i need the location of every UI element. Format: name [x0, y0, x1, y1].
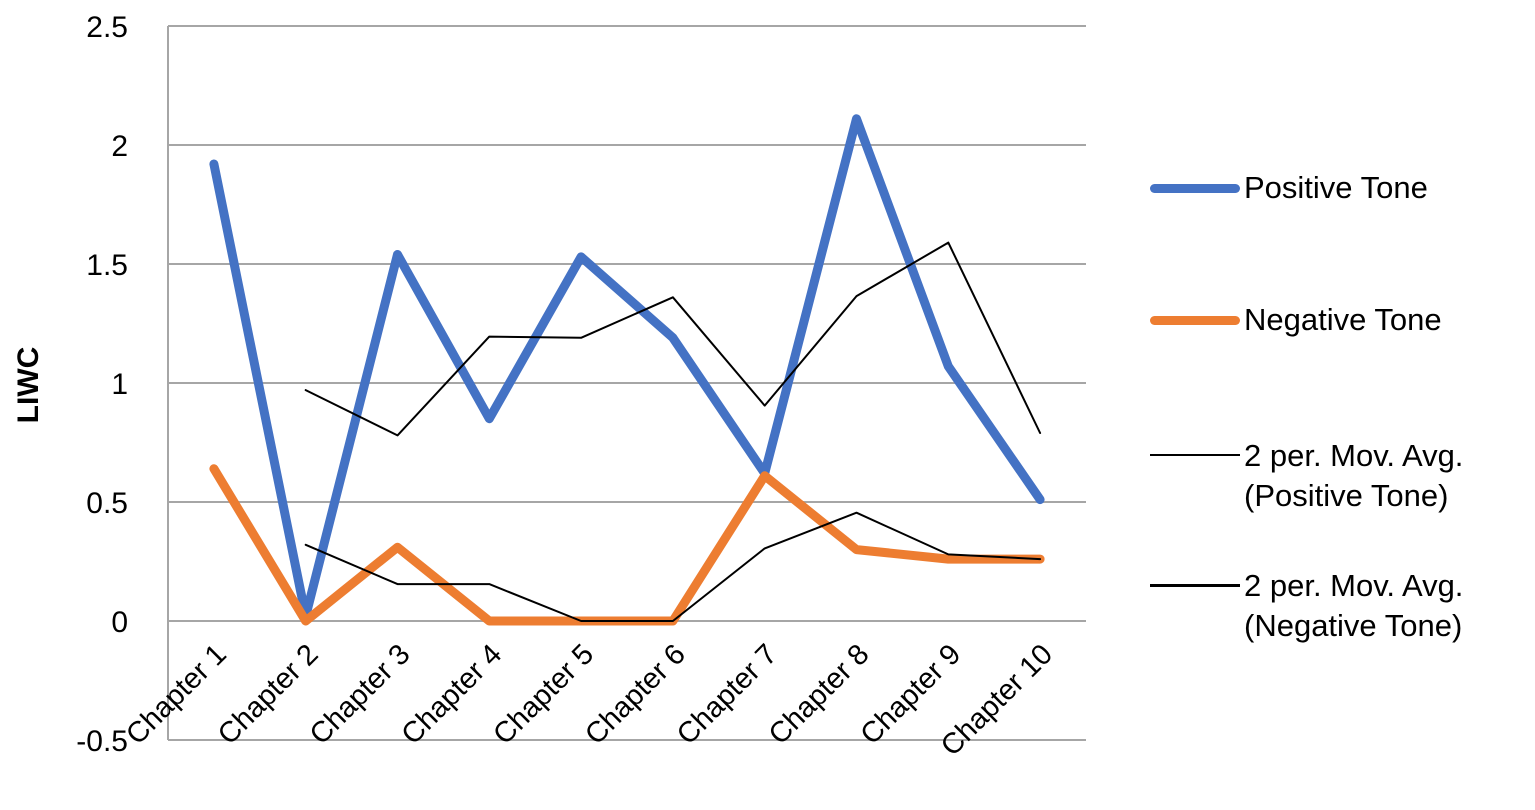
series-line-2-per-mov-avg-negative-tone — [304, 511, 1042, 622]
x-tick-label: Chapter 3 — [304, 638, 417, 751]
y-tick-label: 2.5 — [86, 11, 128, 44]
y-tick-label: 0.5 — [86, 487, 128, 520]
y-tick-label: 2 — [111, 130, 128, 163]
legend-swatch-positive-icon — [1150, 184, 1240, 193]
legend-label: Negative Tone — [1244, 302, 1442, 337]
x-tick-label: Chapter 2 — [212, 638, 325, 751]
x-tick-label: Chapter 4 — [396, 638, 509, 751]
legend-item-negative-tone: Negative Tone — [1150, 300, 1442, 340]
y-tick-label: 0 — [111, 606, 128, 639]
legend-item-positive-tone: Positive Tone — [1150, 168, 1428, 208]
legend-swatch-mov-avg-positive-icon — [1150, 454, 1240, 456]
series-line-positive-tone — [209, 114, 1045, 621]
legend-item-mov-avg-negative: 2 per. Mov. Avg. (Negative Tone) — [1150, 566, 1463, 646]
y-tick-label: 1 — [111, 368, 128, 401]
legend-label: Positive Tone — [1244, 170, 1428, 205]
x-tick-label: Chapter 6 — [579, 638, 692, 751]
gridlines — [167, 25, 1086, 741]
y-axis-title: LIWC — [12, 347, 45, 424]
data-series — [209, 114, 1045, 626]
x-tick-label: Chapter 1 — [120, 638, 233, 751]
x-tick-label: Chapter 8 — [763, 638, 876, 751]
y-axis-ticks: 2.5 2 1.5 1 0.5 0 -0.5 — [76, 11, 128, 758]
y-tick-label: -0.5 — [76, 725, 128, 758]
legend-label: 2 per. Mov. Avg. (Positive Tone) — [1244, 438, 1464, 513]
x-tick-label: Chapter 7 — [671, 638, 784, 751]
legend-item-mov-avg-positive: 2 per. Mov. Avg. (Positive Tone) — [1150, 436, 1463, 516]
series-line-2-per-mov-avg-positive-tone — [304, 241, 1042, 437]
legend-label: 2 per. Mov. Avg. (Negative Tone) — [1244, 568, 1464, 643]
x-tick-label: Chapter 5 — [487, 638, 600, 751]
y-tick-label: 1.5 — [86, 249, 128, 282]
legend-swatch-mov-avg-negative-icon — [1150, 584, 1240, 587]
legend-swatch-negative-icon — [1150, 316, 1240, 325]
